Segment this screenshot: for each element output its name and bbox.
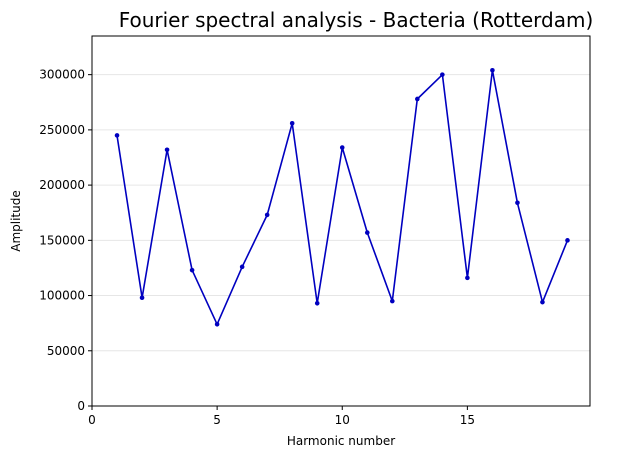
y-tick-label: 250000: [39, 123, 85, 137]
plot-area: [91, 35, 591, 407]
data-point: [214, 321, 220, 327]
data-point: [239, 264, 245, 270]
data-point: [314, 300, 320, 306]
x-tick-label: 0: [88, 413, 96, 427]
data-point: [490, 67, 495, 73]
data-point: [565, 238, 570, 243]
data-point: [390, 298, 395, 304]
x-axis-label: Harmonic number: [287, 434, 395, 448]
data-point: [339, 145, 345, 150]
y-tick-label: 200000: [39, 178, 85, 192]
axis-ticks: 0 50000 100000 150000 200000 250000 300000 0 5 10…: [39, 68, 475, 427]
data-point: [540, 299, 545, 305]
data-point: [289, 120, 295, 126]
series-line-group: [114, 67, 570, 327]
data-point: [465, 275, 470, 281]
data-point: [364, 230, 370, 235]
data-point: [164, 147, 170, 153]
x-tick-label: 10: [335, 413, 350, 427]
y-tick-label: 50000: [47, 344, 85, 358]
data-point: [139, 295, 145, 301]
y-tick-label: 300000: [39, 68, 85, 82]
y-tick-label: 150000: [39, 233, 85, 247]
y-tick-label: 100000: [39, 289, 85, 303]
data-point: [264, 212, 270, 218]
data-point: [114, 133, 120, 138]
x-tick-label: 15: [460, 413, 475, 427]
grid-lines: [92, 74, 590, 407]
x-tick-label: 5: [213, 413, 221, 427]
series-line: [116, 69, 569, 326]
y-axis-label: Amplitude: [9, 190, 23, 252]
data-point: [440, 72, 445, 77]
data-point: [189, 267, 195, 273]
data-point: [515, 200, 520, 206]
chart-title: Fourier spectral analysis - Bacteria (Ro…: [119, 8, 594, 32]
y-tick-label: 0: [77, 399, 85, 413]
data-point: [415, 96, 420, 102]
